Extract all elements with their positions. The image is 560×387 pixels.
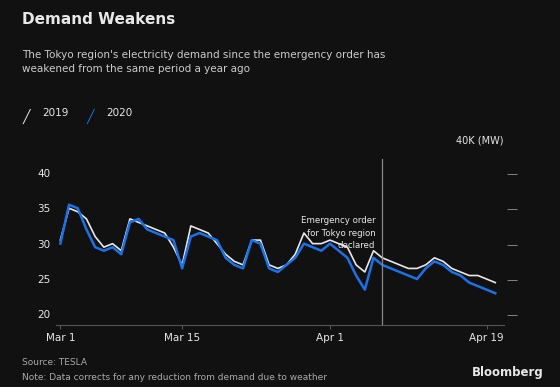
Text: Note: Data corrects for any reduction from demand due to weather: Note: Data corrects for any reduction fr…: [22, 373, 328, 382]
Text: Bloomberg: Bloomberg: [472, 366, 543, 379]
Text: The Tokyo region's electricity demand since the emergency order has
weakened fro: The Tokyo region's electricity demand si…: [22, 50, 386, 74]
Text: 40K (MW): 40K (MW): [456, 135, 504, 145]
Text: 2020: 2020: [106, 108, 133, 118]
Text: ╱: ╱: [22, 108, 30, 123]
Text: 2019: 2019: [42, 108, 68, 118]
Text: ╱: ╱: [87, 108, 94, 123]
Text: Demand Weakens: Demand Weakens: [22, 12, 176, 27]
Text: Source: TESLA: Source: TESLA: [22, 358, 87, 367]
Text: Emergency order
for Tokyo region
declared: Emergency order for Tokyo region declare…: [301, 216, 375, 250]
